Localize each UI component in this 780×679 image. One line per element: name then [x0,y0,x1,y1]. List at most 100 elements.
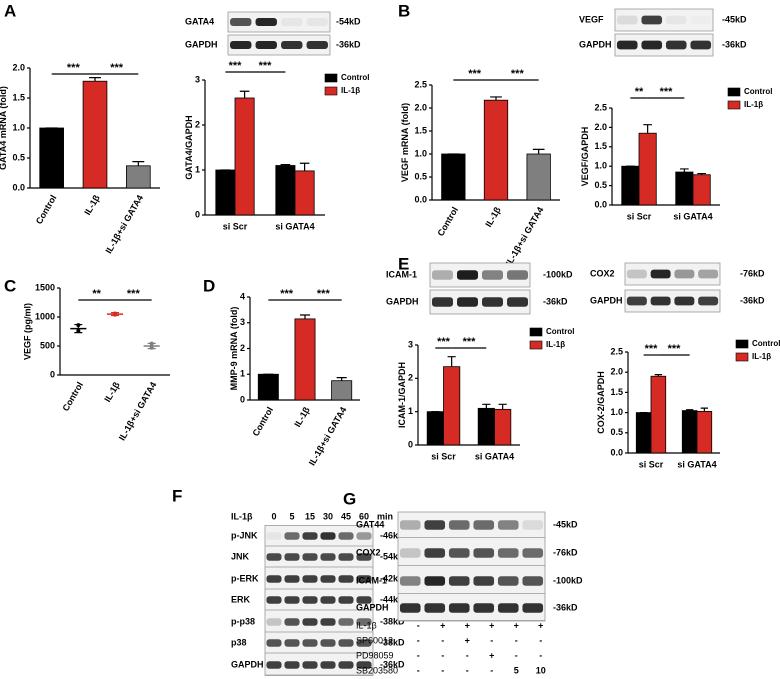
y-tick-label: 1000 [35,311,55,321]
blot-band [497,603,519,613]
blot-band [650,296,671,306]
y-tick-label: 2.5 [414,79,427,89]
y-tick-label: 0.5 [610,427,623,437]
error-bar [680,168,689,173]
blot-band [457,270,478,280]
blot-band [497,576,519,586]
bar [696,410,713,454]
blot-row-label: ERK [231,594,251,604]
error-bar [336,376,347,381]
blot-band [399,603,421,613]
blot-band [457,297,478,307]
lane-label: 5 [289,511,294,521]
blot-size-label: -45kD [722,14,747,24]
blot-row-label: VEGF [579,14,604,24]
bar [39,127,64,189]
blot-band [507,297,528,307]
treatment-level: - [441,635,444,645]
blot-size-label: -38kD [380,616,405,626]
blot-band [338,575,354,583]
blot-band [616,40,638,50]
y-tick-label: 0 [408,439,413,449]
bar [275,165,296,216]
blot-row-label: GAPDH [579,39,612,49]
blot-band [626,269,647,279]
blot-band [356,661,372,669]
blot-row-label: p38 [231,637,247,647]
blot-band [266,661,282,669]
treatment-level: - [417,665,420,675]
y-tick-label: 0.0 [12,182,25,192]
error-bar [643,124,652,134]
blot-band [356,532,372,540]
legend-label: IL-1β [752,352,771,361]
blot-band [698,269,719,279]
blot-band [284,553,300,561]
bar [681,410,698,454]
blot-row-label: p-JNK [231,530,258,540]
treatment-level: 10 [536,665,546,675]
y-axis-title: VEGF/GAPDH [580,127,590,187]
blot-band [320,532,336,540]
x-tick-label: IL-1β [102,380,122,404]
error-bar [498,403,507,410]
x-tick-label: IL-1β+si GATA4 [103,193,145,255]
blot-size-label: -36kD [722,39,747,49]
y-tick-label: 1 [240,369,245,379]
blot-band [230,41,252,49]
blot-band [522,520,544,530]
error-bar [299,314,311,319]
x-tick-label: Control [435,205,460,238]
blot-band [255,41,277,49]
blot-size-label: -54kD [380,551,405,561]
blot-size-label: -36kD [553,602,578,612]
significance-label: *** [511,68,525,80]
blot-row-label: GAPDH [386,296,419,306]
blot-band [320,575,336,583]
blot-band [432,270,453,280]
bar [82,80,108,189]
blot-band [448,520,470,530]
blot-band [266,575,282,583]
blot-band [356,553,372,561]
x-tick-label: si Scr [431,451,456,461]
panel-label: B [398,1,410,20]
blot-band [522,548,544,558]
lane-label: 0 [271,511,276,521]
data-point [149,345,154,350]
blot-frame [397,511,546,622]
blot-band [399,520,421,530]
y-tick-label: 3 [408,339,413,349]
significance-label: *** [280,288,294,300]
blot-size-label: -36kD [336,39,361,49]
blot-band [356,596,372,604]
error-bar [239,90,250,98]
legend-label: IL-1β [546,340,565,349]
error-bar [685,409,694,411]
error-bar [447,356,456,367]
significance-label: ** [635,86,644,98]
blot-band [302,639,318,647]
x-tick-label: si GATA4 [475,451,514,461]
significance-label: *** [67,62,81,74]
y-tick-label: 1 [408,406,413,416]
significance-label: *** [317,288,331,300]
treatment-level: - [417,635,420,645]
blot-band [482,270,503,280]
blot-band [306,41,328,49]
blot-row-label: p-p38 [231,616,255,626]
treatment-label: IL-1β [356,620,377,630]
lane-label: 15 [305,511,315,521]
blot-band [448,603,470,613]
bar [692,174,711,206]
legend-swatch [324,73,338,83]
panel-label: C [4,276,16,295]
lane-label: 45 [341,511,351,521]
blot-band [338,553,354,561]
y-tick-label: 0.5 [12,152,25,162]
blot-band [266,639,282,647]
blot-band [497,520,519,530]
blot-band [626,296,647,306]
y-axis-title: GATA4 mRNA (fold) [0,86,8,170]
treatment-level: + [465,635,470,645]
